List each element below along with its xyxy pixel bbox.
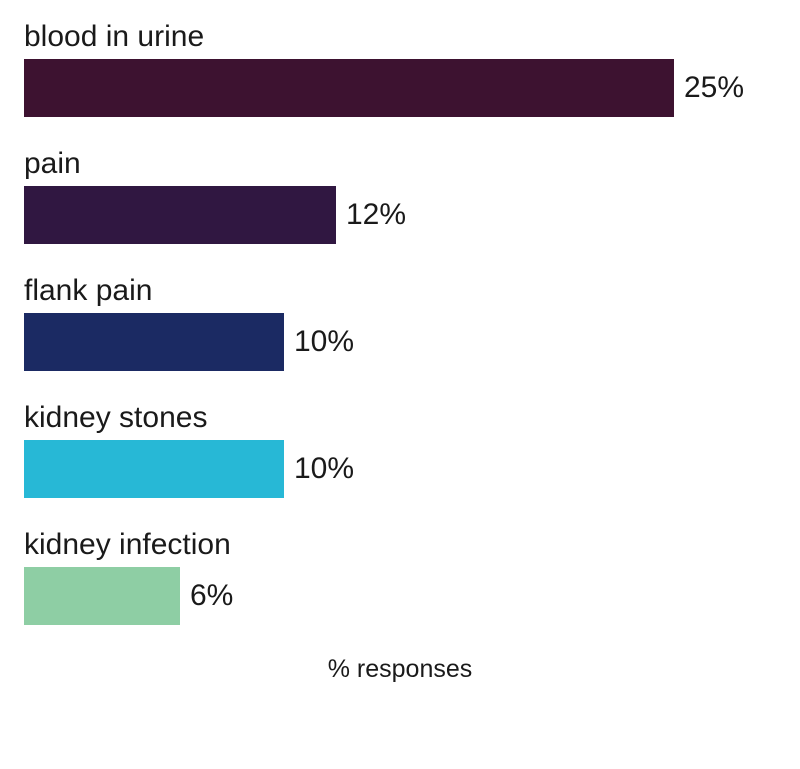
bar-row: kidney infection 6%: [24, 528, 776, 625]
bar-row: flank pain 10%: [24, 274, 776, 371]
bar-wrap: 6%: [24, 567, 776, 625]
bar-value: 25%: [684, 73, 744, 103]
bar-label: blood in urine: [24, 20, 776, 53]
bar-label: pain: [24, 147, 776, 180]
bar-label: kidney stones: [24, 401, 776, 434]
bar-wrap: 25%: [24, 59, 776, 117]
bar-value: 10%: [294, 327, 354, 357]
bar-value: 6%: [190, 581, 233, 611]
chart-container: blood in urine 25% pain 12% flank pain 1…: [0, 0, 800, 769]
bar-wrap: 12%: [24, 186, 776, 244]
bar: [24, 313, 284, 371]
bar: [24, 59, 674, 117]
bar: [24, 186, 336, 244]
bar-row: pain 12%: [24, 147, 776, 244]
bar-row: blood in urine 25%: [24, 20, 776, 117]
bar-label: kidney infection: [24, 528, 776, 561]
bar: [24, 567, 180, 625]
bar-wrap: 10%: [24, 440, 776, 498]
bar: [24, 440, 284, 498]
bar-wrap: 10%: [24, 313, 776, 371]
bar-label: flank pain: [24, 274, 776, 307]
bar-row: kidney stones 10%: [24, 401, 776, 498]
x-axis-label: % responses: [24, 655, 776, 684]
bar-value: 10%: [294, 454, 354, 484]
bar-value: 12%: [346, 200, 406, 230]
